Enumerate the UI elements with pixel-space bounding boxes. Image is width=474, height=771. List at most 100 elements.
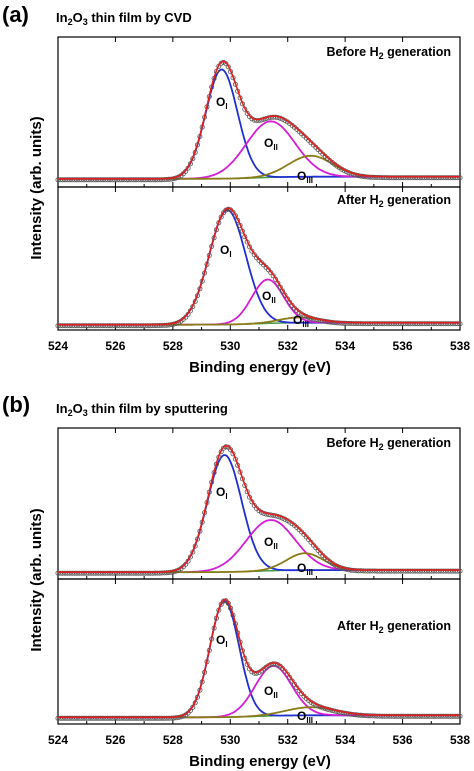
measured-point — [384, 175, 390, 181]
measured-point — [426, 713, 432, 719]
measured-point — [452, 321, 458, 327]
panel-b-xlabel: Binding energy (eV) — [189, 753, 331, 770]
measured-point — [447, 713, 453, 719]
measured-point — [367, 713, 373, 719]
measured-point — [86, 570, 92, 576]
measured-point — [168, 715, 174, 721]
measured-point — [60, 323, 66, 329]
measured-point — [131, 177, 137, 183]
measured-point — [150, 323, 156, 329]
measured-point — [436, 175, 442, 181]
measured-point — [128, 715, 134, 721]
measured-point — [377, 174, 383, 180]
measured-point — [369, 174, 375, 180]
measured-point — [86, 177, 92, 183]
measured-point — [93, 177, 99, 183]
measured-point — [403, 713, 409, 719]
measured-point — [161, 322, 167, 328]
panel-b-letter: (b) — [2, 392, 30, 417]
measured-point — [452, 568, 458, 574]
measured-point — [109, 570, 115, 576]
measured-point — [367, 174, 373, 180]
measured-point — [365, 174, 371, 180]
measured-point — [391, 568, 397, 574]
measured-point — [135, 323, 141, 329]
measured-point — [133, 323, 139, 329]
measured-point — [128, 570, 134, 576]
measured-point — [164, 322, 170, 328]
measured-point — [124, 177, 130, 183]
measured-point — [400, 713, 406, 719]
measured-point — [166, 715, 172, 721]
measured-point — [433, 321, 439, 327]
measured-point — [100, 177, 106, 183]
measured-point — [362, 713, 368, 719]
measured-point — [457, 713, 463, 719]
measured-point — [445, 175, 451, 181]
measured-point — [443, 568, 449, 574]
measured-point — [107, 177, 113, 183]
measured-point — [88, 715, 94, 721]
measured-point — [417, 321, 423, 327]
measured-point — [124, 570, 130, 576]
x-tick-label: 532 — [278, 733, 298, 747]
measured-point — [379, 321, 385, 327]
measured-point — [251, 670, 257, 676]
measured-point — [395, 568, 401, 574]
measured-point — [341, 320, 347, 326]
measured-point — [107, 570, 113, 576]
measured-point — [445, 713, 451, 719]
measured-point — [60, 715, 66, 721]
measured-point — [332, 320, 338, 326]
measured-point — [369, 568, 375, 574]
measured-point — [379, 175, 385, 181]
measured-point — [150, 570, 156, 576]
subplot-frame — [57, 578, 461, 725]
measured-point — [417, 568, 423, 574]
measured-point — [145, 177, 151, 183]
measured-point — [135, 177, 141, 183]
measured-point — [57, 570, 63, 576]
measured-point — [407, 175, 413, 181]
measured-point — [140, 715, 146, 721]
measured-point — [254, 670, 260, 676]
measured-point — [154, 323, 160, 329]
measured-point — [57, 323, 63, 329]
measured-point — [426, 568, 432, 574]
measured-point — [343, 320, 349, 326]
x-tick-label: 524 — [48, 733, 68, 747]
measured-point — [365, 321, 371, 327]
measured-point — [353, 321, 359, 327]
peak-label-OI: OI — [216, 633, 228, 649]
measured-point — [379, 713, 385, 719]
x-tick-label: 528 — [163, 733, 183, 747]
measured-point — [393, 321, 399, 327]
measured-point — [74, 323, 80, 329]
measured-point — [256, 118, 262, 124]
measured-point — [95, 570, 101, 576]
measured-point — [93, 323, 99, 329]
measured-point — [131, 715, 137, 721]
measured-point — [377, 321, 383, 327]
measured-point — [114, 323, 120, 329]
measured-point — [431, 568, 437, 574]
measured-point — [440, 713, 446, 719]
measured-point — [164, 570, 170, 576]
peak-label-OIII: OIII — [297, 169, 313, 185]
measured-point — [414, 713, 420, 719]
measured-point — [65, 323, 71, 329]
measured-point — [440, 175, 446, 181]
measured-point — [429, 175, 435, 181]
measured-point — [91, 715, 97, 721]
measured-point — [405, 713, 411, 719]
subplot-3: 524 526 528 530 532 534 536 538 After H2 generat… — [48, 578, 470, 747]
measured-point — [447, 321, 453, 327]
measured-point — [107, 323, 113, 329]
measured-point — [336, 320, 342, 326]
measured-point — [360, 321, 366, 327]
measured-point — [403, 321, 409, 327]
O_I-fit-line — [58, 68, 460, 180]
measured-point — [381, 321, 387, 327]
measured-point — [72, 570, 78, 576]
measured-point — [121, 177, 127, 183]
